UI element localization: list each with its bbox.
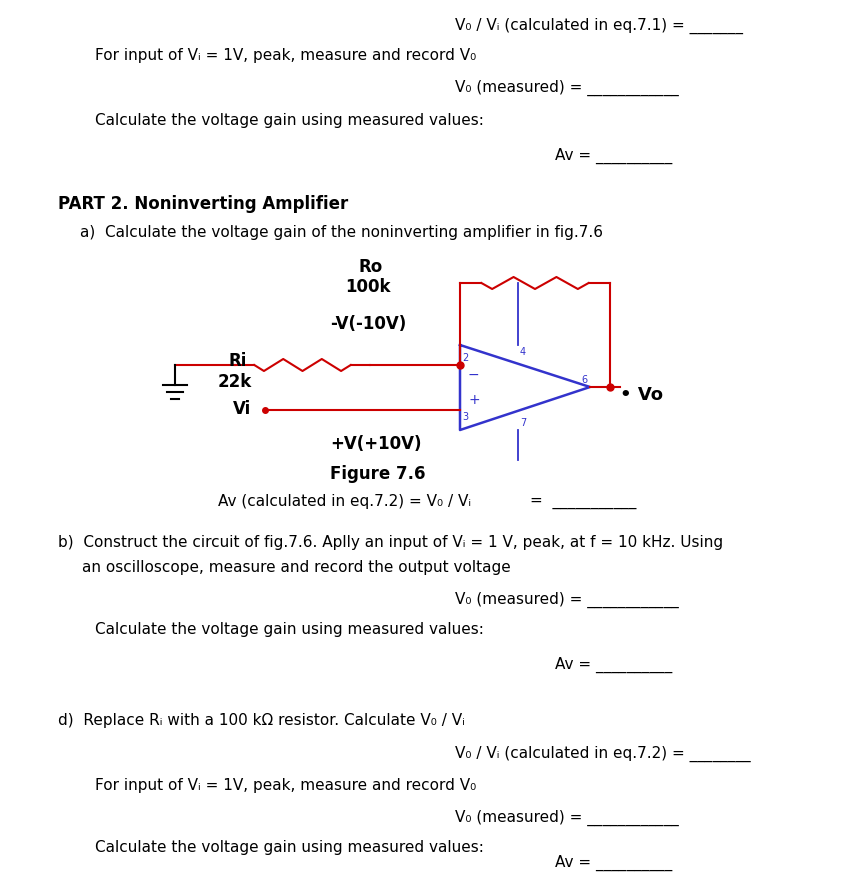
Text: +V(+10V): +V(+10V) xyxy=(330,435,421,453)
Text: For input of Vᵢ = 1V, peak, measure and record V₀: For input of Vᵢ = 1V, peak, measure and … xyxy=(95,778,477,793)
Text: Calculate the voltage gain using measured values:: Calculate the voltage gain using measure… xyxy=(95,840,484,855)
Text: 2: 2 xyxy=(462,353,468,363)
Text: Av = __________: Av = __________ xyxy=(555,855,672,871)
Text: −: − xyxy=(468,368,480,382)
Text: a)  Calculate the voltage gain of the noninverting amplifier in fig.7.6: a) Calculate the voltage gain of the non… xyxy=(80,225,603,240)
Text: Figure 7.6: Figure 7.6 xyxy=(330,465,426,483)
Text: Av = __________: Av = __________ xyxy=(555,148,672,164)
Text: V₀ / Vᵢ (calculated in eq.7.1) = _______: V₀ / Vᵢ (calculated in eq.7.1) = _______ xyxy=(455,18,743,34)
Text: V₀ (measured) = ____________: V₀ (measured) = ____________ xyxy=(455,80,678,96)
Text: b)  Construct the circuit of fig.7.6. Aplly an input of Vᵢ = 1 V, peak, at f = 1: b) Construct the circuit of fig.7.6. Apl… xyxy=(58,535,723,550)
Text: d)  Replace Rᵢ with a 100 kΩ resistor. Calculate V₀ / Vᵢ: d) Replace Rᵢ with a 100 kΩ resistor. Ca… xyxy=(58,713,465,728)
Text: +: + xyxy=(468,393,480,407)
Text: 3: 3 xyxy=(462,412,468,422)
Text: an oscilloscope, measure and record the output voltage: an oscilloscope, measure and record the … xyxy=(82,560,510,575)
Text: Vi: Vi xyxy=(233,400,251,418)
Text: V₀ (measured) = ____________: V₀ (measured) = ____________ xyxy=(455,810,678,826)
Text: Calculate the voltage gain using measured values:: Calculate the voltage gain using measure… xyxy=(95,622,484,637)
Text: 6: 6 xyxy=(582,375,588,385)
Text: V₀ / Vᵢ (calculated in eq.7.2) = ________: V₀ / Vᵢ (calculated in eq.7.2) = _______… xyxy=(455,746,750,762)
Text: Av (calculated in eq.7.2) = V₀ / Vᵢ: Av (calculated in eq.7.2) = V₀ / Vᵢ xyxy=(218,494,471,509)
Text: For input of Vᵢ = 1V, peak, measure and record V₀: For input of Vᵢ = 1V, peak, measure and … xyxy=(95,48,477,63)
Text: =  ___________: = ___________ xyxy=(530,494,636,509)
Text: Ro: Ro xyxy=(358,258,382,276)
Text: Av = __________: Av = __________ xyxy=(555,657,672,673)
Text: 100k: 100k xyxy=(345,278,390,296)
Text: • Vo: • Vo xyxy=(620,386,663,404)
Text: 4: 4 xyxy=(520,347,526,357)
Text: 7: 7 xyxy=(520,418,527,428)
Text: PART 2. Noninverting Amplifier: PART 2. Noninverting Amplifier xyxy=(58,195,349,213)
Text: Calculate the voltage gain using measured values:: Calculate the voltage gain using measure… xyxy=(95,113,484,128)
Text: V₀ (measured) = ____________: V₀ (measured) = ____________ xyxy=(455,592,678,608)
Text: 22k: 22k xyxy=(218,373,252,391)
Text: -V(-10V): -V(-10V) xyxy=(330,315,406,333)
Text: Ri: Ri xyxy=(228,352,247,370)
